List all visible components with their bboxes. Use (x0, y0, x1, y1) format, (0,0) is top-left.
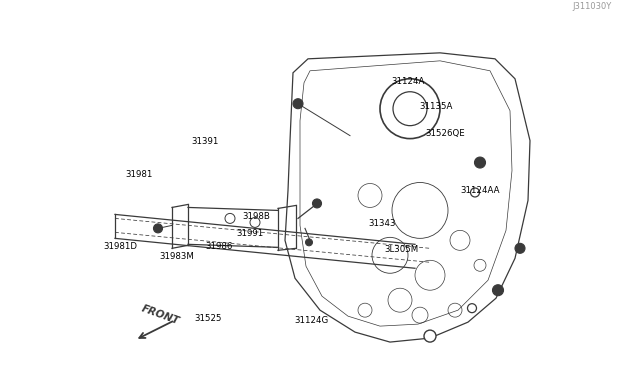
Circle shape (515, 243, 525, 253)
Text: 31124G: 31124G (294, 316, 329, 325)
Text: 31526QE: 31526QE (426, 129, 465, 138)
Text: 31981D: 31981D (103, 242, 138, 251)
Circle shape (154, 224, 163, 233)
Circle shape (493, 285, 504, 296)
Text: 31525: 31525 (195, 314, 221, 323)
Text: 31391: 31391 (191, 137, 218, 146)
Circle shape (424, 330, 436, 342)
Circle shape (305, 239, 312, 246)
Circle shape (467, 304, 477, 312)
Text: 3198B: 3198B (242, 212, 270, 221)
Text: 31343: 31343 (368, 219, 396, 228)
Circle shape (470, 188, 479, 197)
Text: 31991: 31991 (236, 230, 263, 238)
Circle shape (474, 157, 486, 168)
Text: J311030Y: J311030Y (572, 2, 611, 12)
Text: 31986: 31986 (205, 243, 232, 251)
Text: 31135A: 31135A (419, 102, 452, 111)
Circle shape (293, 99, 303, 109)
Circle shape (250, 217, 260, 227)
Text: 3L305M: 3L305M (384, 245, 419, 254)
Text: FRONT: FRONT (140, 304, 180, 327)
Circle shape (225, 214, 235, 224)
Text: 31983M: 31983M (160, 253, 195, 262)
Text: 31124A: 31124A (392, 77, 425, 86)
Circle shape (312, 199, 321, 208)
Text: 31981: 31981 (126, 170, 153, 179)
Text: 31124AA: 31124AA (461, 186, 500, 195)
